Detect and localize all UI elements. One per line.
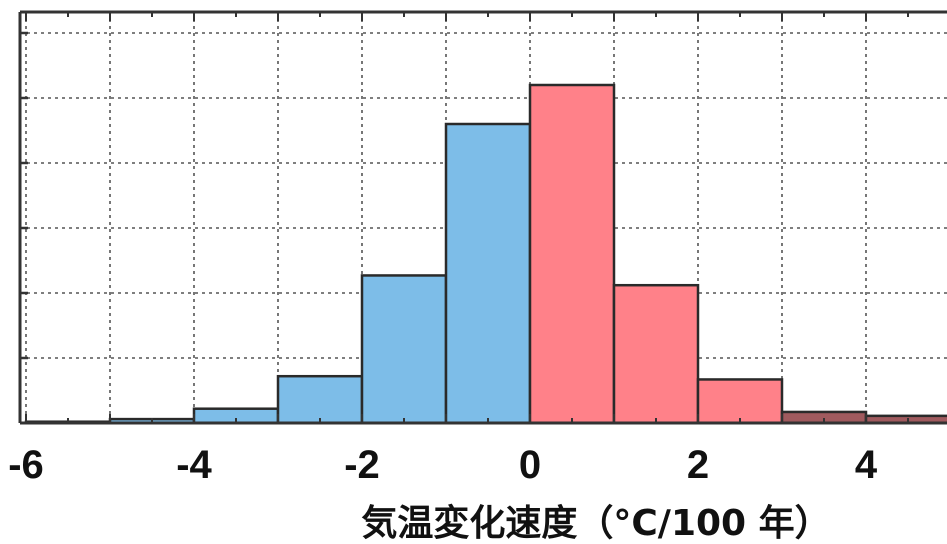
x-axis-title: 気温変化速度（°C/100 年） (361, 502, 830, 544)
x-tick-label: -4 (176, 443, 212, 487)
histogram-bar-5 (444, 122, 532, 425)
x-ticks: -6 -4 -2 0 2 4 (8, 12, 909, 487)
x-tick-label: 2 (687, 443, 709, 487)
histogram-bar-6 (528, 83, 616, 425)
x-tick-label: -6 (8, 443, 44, 487)
x-tick-label: 4 (855, 443, 878, 487)
histogram-bar-7 (612, 283, 700, 425)
bars (24, 83, 947, 425)
x-tick-label: -2 (344, 443, 380, 487)
x-tick-label: 0 (519, 443, 541, 487)
histogram-bar-4 (360, 274, 448, 425)
histogram-bar-3 (276, 374, 364, 425)
histogram-bar-8 (696, 378, 784, 425)
plot-frame (18, 10, 947, 425)
